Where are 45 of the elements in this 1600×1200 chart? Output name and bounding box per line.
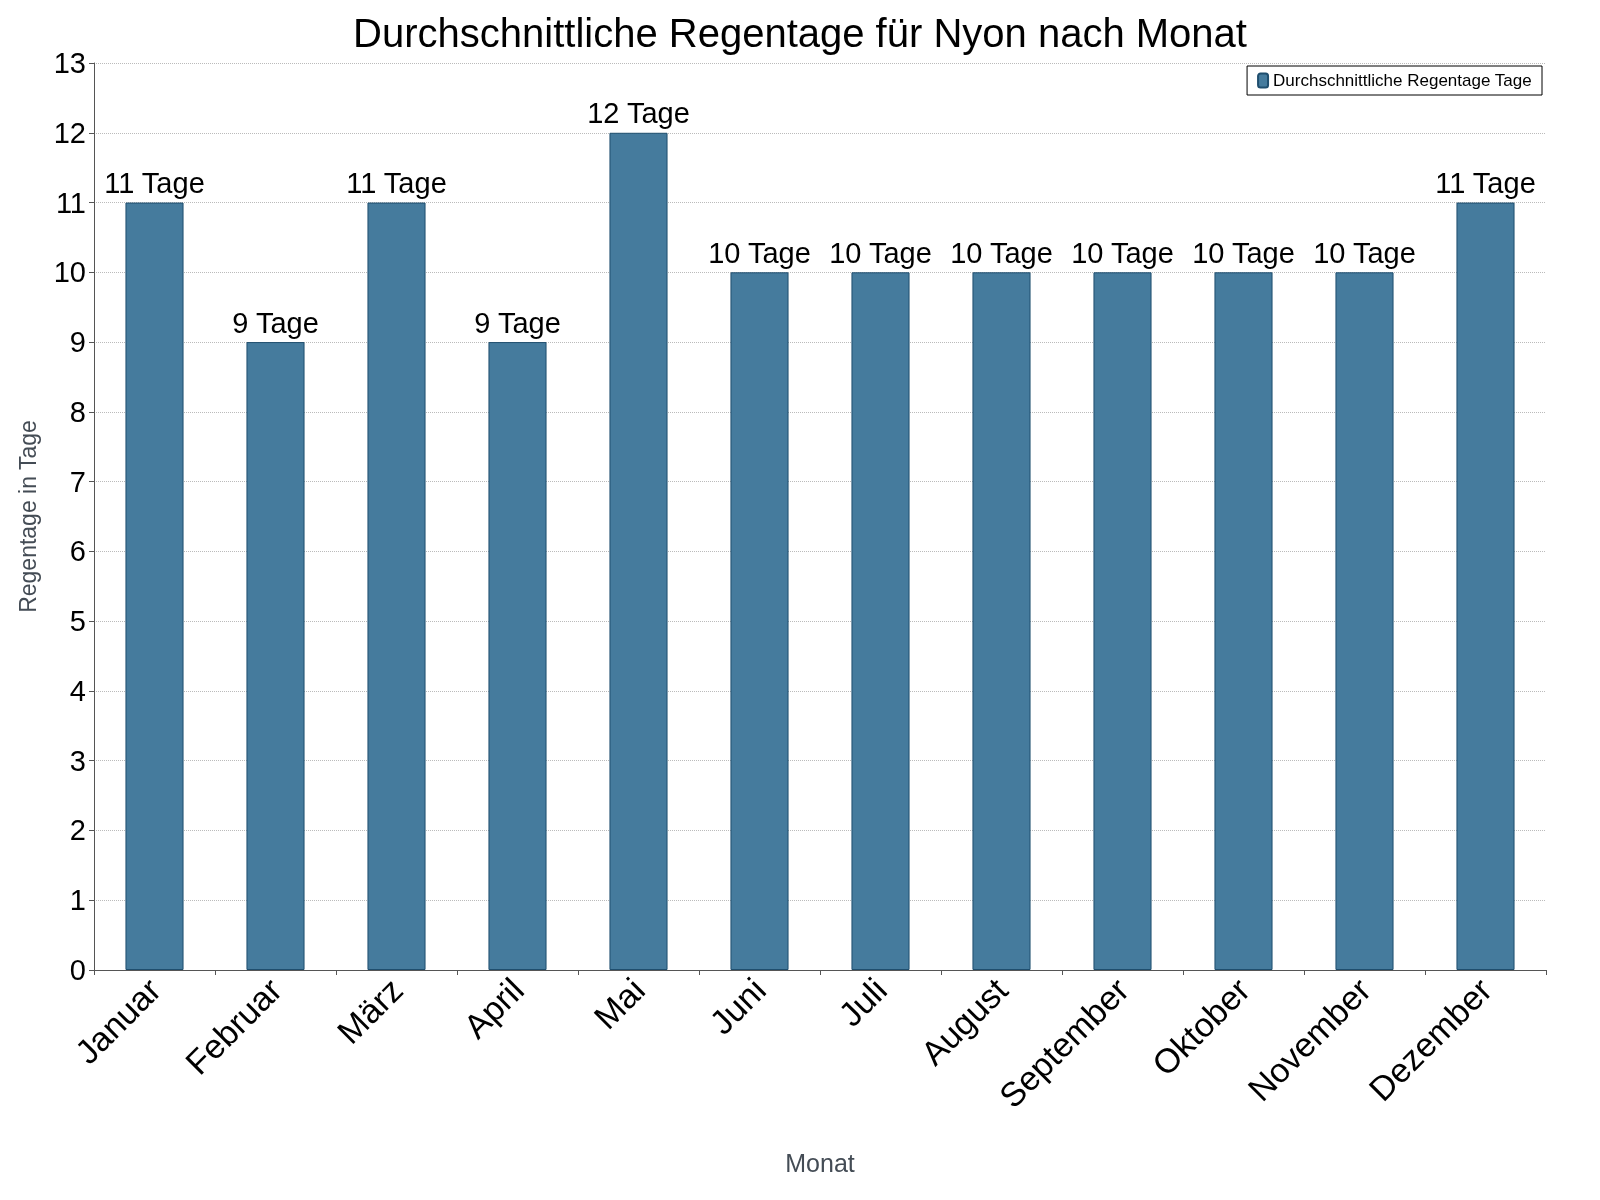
x-tick-label: Juli — [831, 970, 894, 1034]
y-tick-label: 10 — [53, 256, 86, 289]
y-tick-label: 8 — [69, 395, 86, 428]
bar — [730, 272, 789, 970]
data-label: 11 Tage — [1435, 167, 1536, 200]
data-label: 9 Tage — [474, 306, 561, 339]
y-tick-label: 2 — [69, 814, 86, 847]
y-tick-label: 12 — [53, 116, 86, 149]
x-axis-title: Monat — [785, 1148, 855, 1177]
bar — [367, 202, 426, 970]
x-tick-label: Mai — [586, 970, 652, 1037]
chart-title: Durchschnittliche Regentage für Nyon nach Monat — [353, 11, 1247, 55]
bar — [1214, 272, 1273, 970]
bar — [1093, 272, 1152, 970]
legend-label: Durchschnittliche Regentage Tage — [1273, 71, 1532, 90]
data-label: 10 Tage — [708, 236, 811, 269]
y-tick-label: 1 — [69, 884, 86, 917]
data-label: 12 Tage — [587, 97, 690, 130]
data-label: 11 Tage — [104, 167, 205, 200]
y-tick-label: 0 — [69, 954, 86, 986]
y-tick-label: 11 — [55, 186, 86, 219]
data-label: 10 Tage — [1071, 236, 1174, 269]
data-label: 10 Tage — [1313, 236, 1416, 269]
y-tick-label: 5 — [69, 605, 86, 638]
x-tick-label: Juni — [701, 970, 773, 1042]
y-tick-label: 3 — [69, 744, 86, 777]
bar — [609, 132, 668, 970]
data-label: 10 Tage — [950, 236, 1053, 269]
data-label: 10 Tage — [1192, 236, 1295, 269]
data-label: 9 Tage — [232, 306, 319, 339]
bar — [488, 342, 547, 970]
bar — [1456, 202, 1515, 970]
bar — [851, 272, 910, 970]
y-tick-label: 13 — [53, 47, 86, 79]
y-tick-label: 4 — [69, 674, 86, 707]
bar — [246, 342, 305, 970]
bar — [972, 272, 1031, 970]
bar — [125, 202, 184, 970]
data-label: 11 Tage — [346, 167, 447, 200]
y-tick-label: 6 — [69, 535, 86, 568]
y-tick-label: 9 — [69, 326, 86, 359]
bar — [1335, 272, 1394, 970]
data-label: 10 Tage — [829, 236, 932, 269]
y-axis-title: Regentage in Tage — [14, 420, 41, 613]
y-tick-label: 7 — [69, 465, 86, 498]
